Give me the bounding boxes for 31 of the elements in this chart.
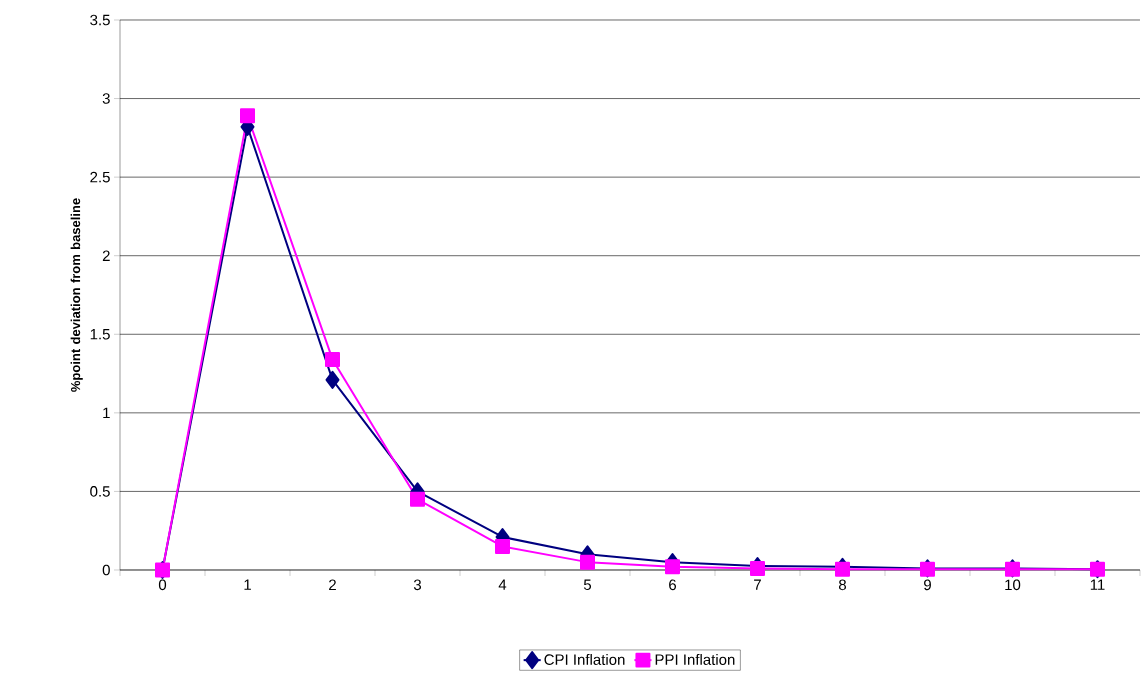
x-tick-label: 5 [583, 579, 592, 590]
point [665, 559, 680, 575]
x-tick-label: 3 [413, 579, 422, 591]
y-tick-label: 3.5 [90, 14, 110, 26]
x-tick-label: 6 [669, 579, 677, 591]
x-tick-label: 7 [754, 579, 761, 590]
x-tick-label: 11 [1090, 579, 1105, 590]
x-tick-label: 2 [329, 579, 336, 590]
point [495, 538, 510, 554]
y-axis-title: %point deviation from baseline [70, 198, 83, 392]
y-tick-label: 2.5 [90, 171, 110, 183]
legend-label: PPI Inflation [655, 653, 735, 665]
point [580, 554, 595, 570]
point [410, 491, 425, 507]
x-tick-label: 10 [1005, 579, 1021, 591]
x-tick-label: 0 [158, 579, 167, 591]
y-tick-label: 0 [102, 564, 110, 576]
x-tick-label: 1 [244, 579, 251, 590]
y-tick-label: 1.5 [90, 329, 110, 340]
x-tick-label: 9 [924, 579, 931, 591]
y-tick-label: 1 [103, 407, 110, 419]
x-tick-label: 4 [498, 579, 507, 590]
point [240, 108, 255, 124]
legend-label: CPI Inflation [544, 653, 625, 665]
y-tick-label: 3 [102, 93, 110, 104]
x-tick-label: 8 [838, 579, 847, 591]
y-tick-label: 0.5 [90, 486, 110, 497]
point [325, 351, 340, 367]
y-tick-label: 2 [102, 250, 110, 261]
point [325, 370, 340, 389]
point [835, 561, 850, 577]
